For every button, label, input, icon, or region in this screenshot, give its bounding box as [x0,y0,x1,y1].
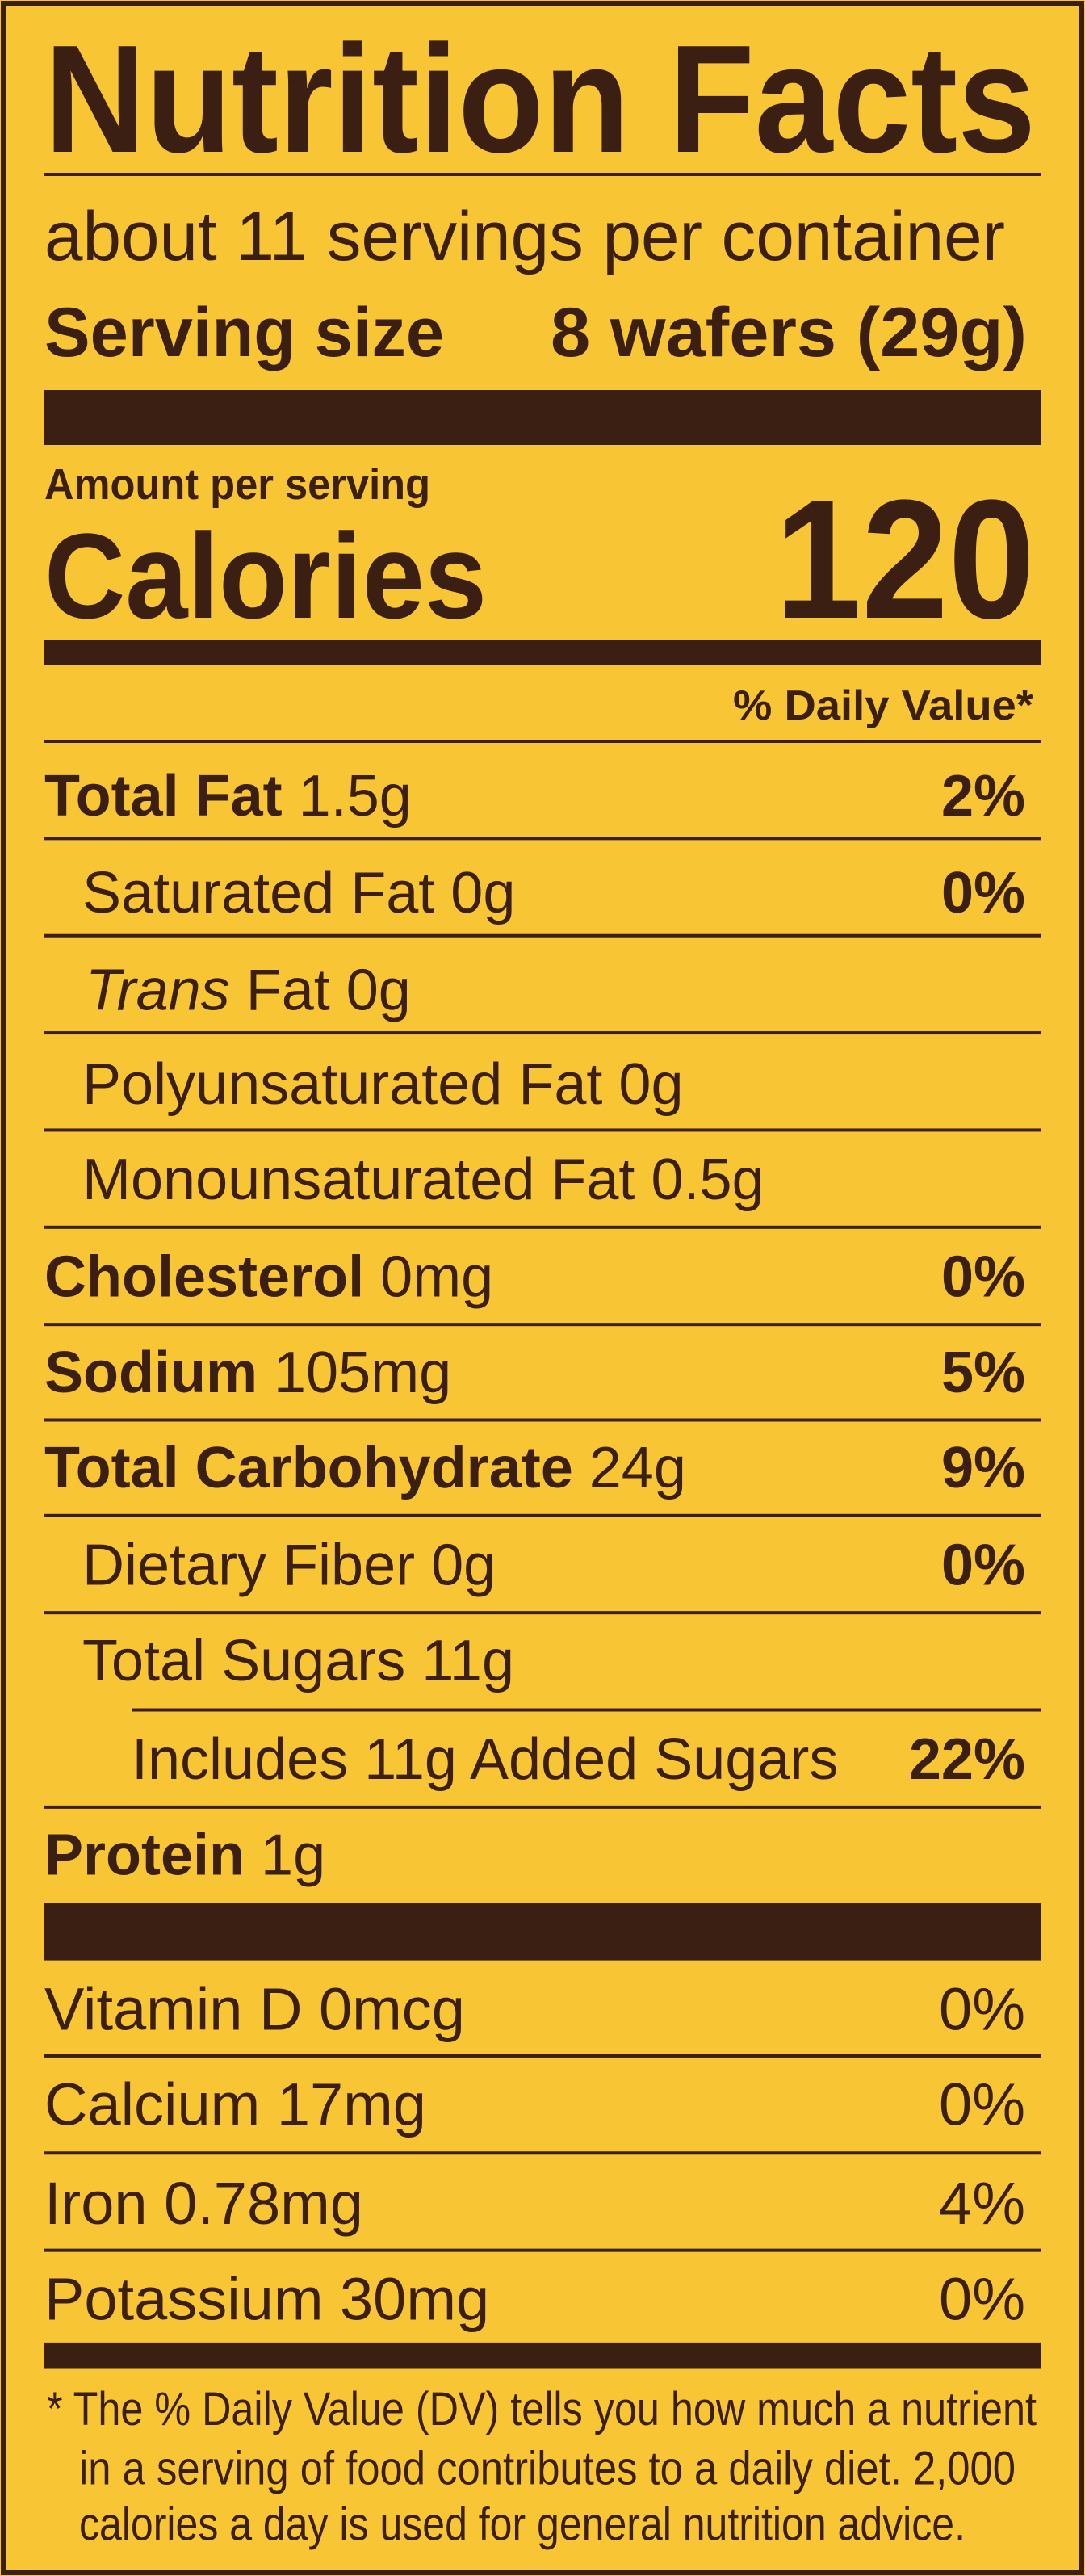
vitamin-row: Vitamin D 0mcg [44,1975,465,2042]
nutrient-amount: 24g [589,1436,686,1500]
nutrient-row: Includes 11g Added Sugars [132,1727,838,1792]
nutrient-row: Protein 1g [44,1823,325,1888]
nutrient-dv: 0% [941,861,1025,925]
serving-size-label: Serving size [44,294,444,371]
nutrient-row: Cholesterol 0mg [44,1244,493,1309]
vitamin-name: Potassium [44,2265,323,2332]
servings: about 11 servings per container [44,198,1005,275]
vitamin-name: Calcium [44,2071,260,2138]
calories-label: Calories [44,508,487,644]
nutrient-name: Total Fat [44,764,283,829]
rule [44,1611,1041,1615]
thick-rule [44,640,1041,665]
rule [44,740,1041,743]
nutrient-amount: 0g [431,1533,496,1597]
nutrient-row: Total Fat 1.5g [44,764,412,829]
rule [44,1418,1041,1422]
rule [44,1513,1041,1517]
vitamin-amount: 0mcg [319,1975,465,2042]
title: Nutrition Facts [44,14,1036,185]
nutrient-name: Polyunsaturated Fat [82,1052,602,1117]
nutrient-name: Total Carbohydrate [44,1436,573,1500]
rule [44,173,1041,176]
rule [44,2054,1041,2058]
footnote-line: in a serving of food contributes to a da… [79,2442,1016,2494]
nutrient-name-italic: Trans [86,959,230,1023]
footnote-line: calories a day is used for general nutri… [79,2498,966,2551]
nutrient-row: Sodium 105mg [44,1340,451,1405]
nutrient-name: Cholesterol [44,1244,364,1309]
rule [44,2151,1041,2155]
vitamin-name: Vitamin D [44,1975,302,2042]
vitamin-dv: 4% [939,2170,1025,2237]
nutrient-row: Total Sugars 11g [82,1629,514,1693]
nutrient-amount: 1.5g [299,764,412,829]
nutrient-name: Monounsaturated Fat [82,1147,635,1212]
footnote-line: * The % Daily Value (DV) tells you how m… [47,2383,1037,2435]
vitamin-amount: 17mg [277,2071,426,2138]
vitamin-row: Calcium 17mg [44,2071,426,2138]
nutrient-dv: 0% [941,1244,1025,1309]
vitamin-dv: 0% [939,2071,1025,2138]
rule [44,837,1041,841]
nutrient-amount: 1g [261,1823,325,1888]
vitamin-row: Iron 0.78mg [44,2170,363,2237]
nutrient-amount: 0.5g [651,1147,764,1212]
nutrient-amount: 11g [421,1629,514,1693]
rule [44,1805,1041,1809]
vitamin-amount: 30mg [340,2265,489,2332]
thick-rule [44,390,1041,445]
rule [44,2342,1041,2369]
nutrient-name: Sodium [44,1340,258,1405]
vitamin-dv: 0% [939,1975,1025,2042]
rule [44,1225,1041,1229]
nutrient-row: Monounsaturated Fat 0.5g [82,1147,765,1212]
amount-per-serving: Amount per serving [44,460,430,509]
rule [44,1903,1041,1961]
nutrient-dv: 2% [941,764,1025,829]
vitamin-row: Potassium 30mg [44,2265,489,2332]
rule [44,933,1041,938]
nutrient-amount: 105mg [274,1340,451,1405]
calories-value: 120 [775,464,1035,654]
nutrient-name: Saturated Fat [82,861,434,925]
nutrient-row: Dietary Fiber 0g [82,1533,496,1597]
nutrient-name: Protein [44,1823,245,1888]
nutrient-name: Fat [246,959,330,1023]
vitamin-dv: 0% [939,2265,1025,2332]
dv-header: % Daily Value* [733,682,1034,729]
nutrient-amount: 0g [618,1052,683,1117]
rule [44,1323,1041,1327]
rule [44,1031,1041,1035]
nutrient-name: Dietary Fiber [82,1533,415,1597]
rule [132,1708,1041,1712]
nutrient-name: Total Sugars [82,1629,405,1693]
nutrient-amount: 0g [450,861,515,925]
nutrient-dv: 5% [941,1340,1025,1405]
rule [44,2248,1041,2252]
vitamin-name: Iron [44,2170,148,2237]
nutrient-row: Total Carbohydrate 24g [44,1436,686,1500]
rule [44,1128,1041,1132]
nutrient-amount: 0mg [380,1244,493,1309]
nutrient-dv: 22% [909,1727,1025,1792]
serving-size-value: 8 wafers (29g) [551,294,1027,371]
nutrient-amount: 0g [346,959,411,1023]
nutrient-name: Includes 11g Added Sugars [132,1727,838,1792]
nutrient-row: Polyunsaturated Fat 0g [82,1052,684,1117]
nutrient-dv: 0% [941,1533,1025,1597]
nutrient-row: Trans Fat 0g [86,959,411,1023]
vitamin-amount: 0.78mg [164,2170,363,2237]
nutrient-dv: 9% [941,1436,1025,1500]
nutrient-row: Saturated Fat 0g [82,861,515,925]
